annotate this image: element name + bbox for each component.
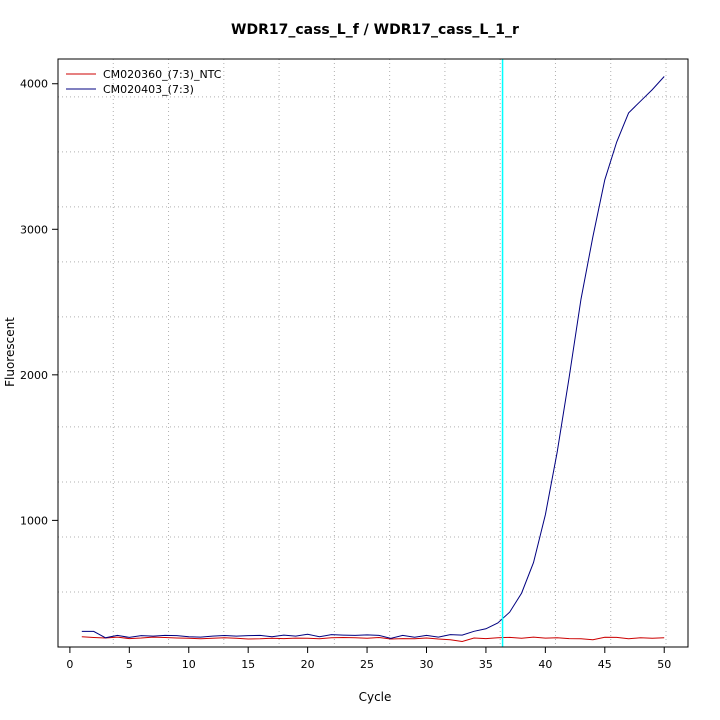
y-axis: 1000 2000 3000 4000	[20, 78, 58, 527]
chart-title: WDR17_cass_L_f / WDR17_cass_L_1_r	[231, 22, 519, 38]
x-tick-label: 50	[657, 658, 671, 671]
x-tick-label: 20	[301, 658, 315, 671]
x-axis: 0 5 10 15 20 25 30 35 40 45 50	[66, 647, 671, 671]
legend-label-1: CM020360_(7:3)_NTC	[103, 68, 222, 81]
y-tick-label: 4000	[20, 78, 48, 91]
legend: CM020360_(7:3)_NTC CM020403_(7:3)	[66, 68, 222, 96]
x-tick-label: 40	[538, 658, 552, 671]
y-tick-label: 3000	[20, 223, 48, 236]
x-tick-label: 45	[598, 658, 612, 671]
series-line-1	[81, 636, 665, 643]
series-lines	[81, 76, 665, 643]
x-tick-label: 25	[360, 658, 374, 671]
grid	[58, 59, 688, 647]
x-tick-label: 15	[241, 658, 255, 671]
y-axis-label: Fluorescent	[3, 317, 17, 387]
x-tick-label: 10	[182, 658, 196, 671]
x-tick-label: 30	[419, 658, 433, 671]
x-tick-label: 0	[66, 658, 73, 671]
y-tick-label: 2000	[20, 369, 48, 382]
series-line-2	[81, 76, 665, 639]
plot-frame	[57, 58, 689, 648]
x-axis-label: Cycle	[359, 690, 392, 704]
x-tick-label: 35	[479, 658, 493, 671]
x-tick-label: 5	[126, 658, 133, 671]
y-tick-label: 1000	[20, 514, 48, 527]
legend-label-2: CM020403_(7:3)	[103, 83, 194, 96]
